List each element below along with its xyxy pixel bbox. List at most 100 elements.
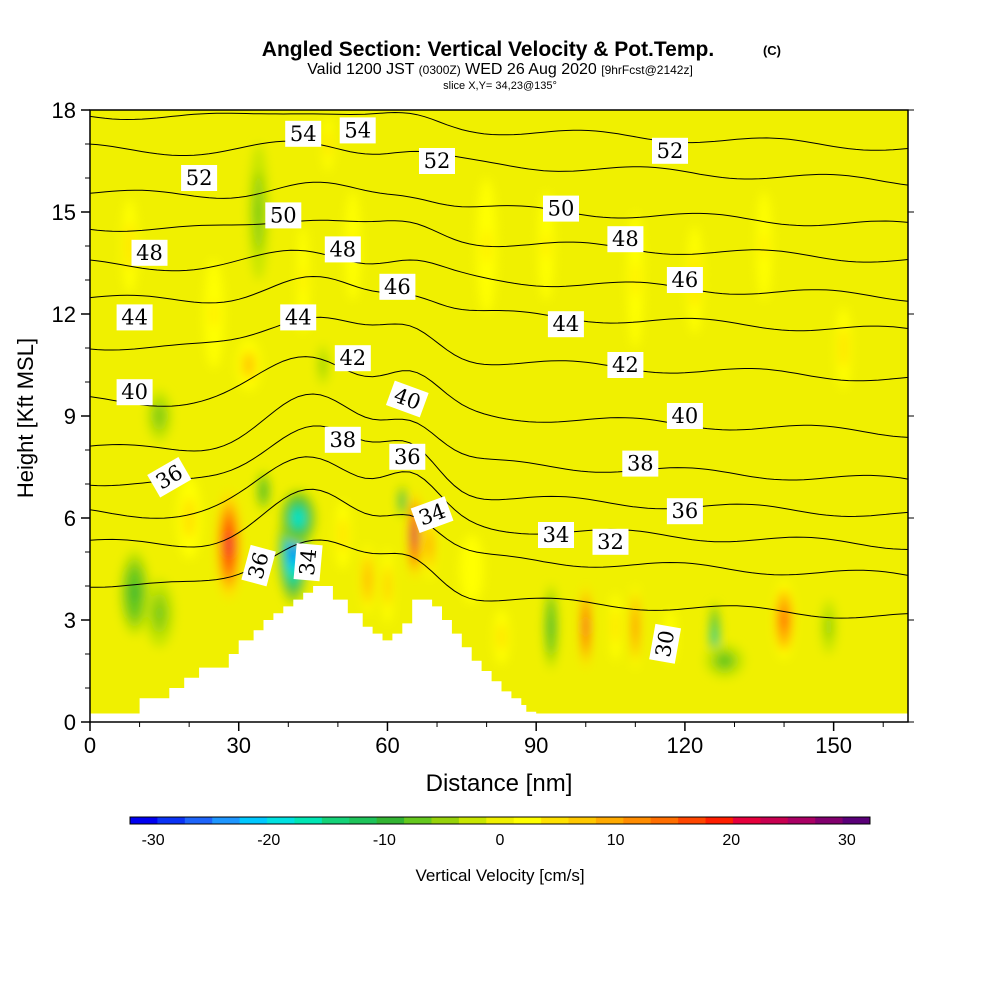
velocity-cell: [754, 178, 775, 314]
velocity-cell-band: [468, 560, 475, 578]
colorbar-swatch: [705, 817, 734, 824]
velocity-cell: [491, 603, 512, 671]
theta-isoline-54: [90, 111, 908, 151]
slice-label: slice X,Y= 34,23@135°: [443, 80, 557, 92]
y-tick-label: 0: [64, 710, 76, 735]
velocity-cell-band: [321, 359, 325, 371]
velocity-cell-band: [156, 410, 162, 422]
colorbar-swatch: [184, 817, 213, 824]
contour-label: 38: [622, 450, 659, 477]
subtitle-utc: (0300Z): [419, 63, 461, 77]
velocity-cell: [818, 592, 839, 661]
copyright-mark: (C): [763, 43, 781, 58]
theta-isoline-52: [90, 140, 908, 186]
velocity-cell-band: [294, 512, 302, 524]
velocity-cell: [216, 490, 242, 600]
contour-label: 48: [607, 226, 644, 253]
subtitle-forecast: [9hrFcst@2142z]: [601, 63, 693, 77]
velocity-cell-band: [499, 630, 504, 644]
chart-title: Angled Section: Vertical Velocity & Pot.…: [262, 38, 714, 61]
colorbar-tick-label: -10: [373, 832, 396, 849]
y-tick-label: 9: [64, 404, 76, 429]
contour-label: 54: [285, 120, 322, 147]
velocity-cell: [630, 584, 641, 670]
velocity-cell-band: [781, 612, 787, 628]
contour-label-text: 36: [394, 445, 421, 469]
velocity-cell: [456, 526, 487, 612]
contour-label-box: [607, 226, 644, 253]
colorbar-swatch: [157, 817, 186, 824]
velocity-cell: [280, 490, 316, 546]
ground-strip: [90, 713, 908, 722]
contour-label-text: 30: [651, 629, 679, 659]
velocity-cell-band: [127, 234, 132, 258]
theta-isoline-30: [90, 539, 908, 619]
contour-label-box: [652, 137, 688, 164]
contour-label-box: [385, 380, 429, 418]
velocity-cell-band: [826, 620, 831, 634]
velocity-cell-band: [762, 232, 767, 260]
contour-label: 34: [538, 522, 574, 548]
colorbar-swatch: [431, 817, 460, 824]
contour-label-text: 44: [285, 305, 312, 329]
contour-label: 30: [649, 623, 682, 664]
y-tick-label: 15: [52, 200, 76, 225]
y-tick-label: 3: [64, 608, 76, 633]
contour-label: 42: [607, 352, 644, 378]
contour-label: 36: [241, 544, 276, 587]
contour-label-box: [324, 236, 361, 263]
contour-label-box: [241, 544, 276, 587]
contour-label: 50: [265, 202, 302, 229]
y-tick-label: 12: [52, 302, 76, 327]
contour-label-box: [116, 379, 153, 406]
x-axis-label: Distance [nm]: [426, 770, 573, 797]
colorbar-swatch: [842, 817, 871, 824]
colorbar-frame: [129, 816, 871, 825]
colorbar-swatch: [678, 817, 707, 824]
velocity-cell-band: [131, 584, 138, 602]
theta-isoline-34: [90, 456, 908, 550]
contour-label-box: [334, 345, 371, 372]
velocity-cell-band: [584, 618, 587, 636]
velocity-cell: [625, 195, 646, 365]
velocity-cell: [360, 545, 376, 614]
colorbar-swatch: [294, 817, 323, 824]
contour-label: 38: [324, 426, 361, 453]
contour-label-box: [285, 120, 322, 147]
contour-label-box: [607, 352, 644, 378]
terrain-mask: [139, 586, 537, 722]
contour-label: 36: [389, 443, 426, 470]
contour-label-text: 44: [553, 312, 580, 336]
colorbar-swatch: [815, 817, 844, 824]
contour-label-text: 34: [295, 548, 321, 577]
contour-label-text: 48: [329, 237, 356, 261]
contour-label: 52: [181, 165, 218, 191]
velocity-cell-band: [246, 359, 252, 371]
contour-label: 48: [324, 236, 361, 263]
theta-isoline-32: [90, 488, 908, 576]
velocity-cell-band: [614, 618, 617, 636]
contour-label-text: 40: [121, 380, 148, 404]
contour-label-box: [666, 403, 703, 429]
contour-label-box: [116, 304, 153, 331]
contour-label: 32: [592, 528, 629, 555]
colorbar-swatch: [404, 817, 432, 824]
theta-isoline-50: [90, 181, 908, 227]
contour-label-box: [265, 202, 302, 229]
contour-label: 52: [419, 148, 455, 174]
velocity-cell: [315, 339, 331, 391]
velocity-cell: [119, 186, 140, 306]
velocity-cell: [332, 492, 353, 578]
x-tick-label: 30: [226, 733, 250, 758]
contour-label: 34: [293, 543, 323, 582]
contour-label-text: 52: [657, 139, 684, 163]
velocity-cell-band: [413, 526, 416, 544]
contour-label: 44: [280, 304, 317, 331]
contour-label-box: [324, 426, 361, 453]
contour-label-box: [538, 522, 574, 548]
contour-label-box: [131, 239, 168, 266]
contour-label-box: [147, 456, 192, 498]
velocity-cell-band: [401, 497, 404, 505]
contour-label-box: [293, 543, 323, 582]
